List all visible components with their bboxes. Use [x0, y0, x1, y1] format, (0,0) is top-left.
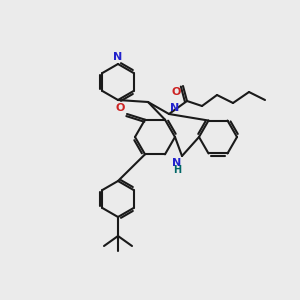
Text: N: N [172, 158, 181, 168]
Text: O: O [172, 87, 181, 97]
Text: O: O [116, 103, 125, 113]
Text: N: N [170, 103, 179, 113]
Text: H: H [173, 165, 181, 175]
Text: N: N [113, 52, 123, 62]
